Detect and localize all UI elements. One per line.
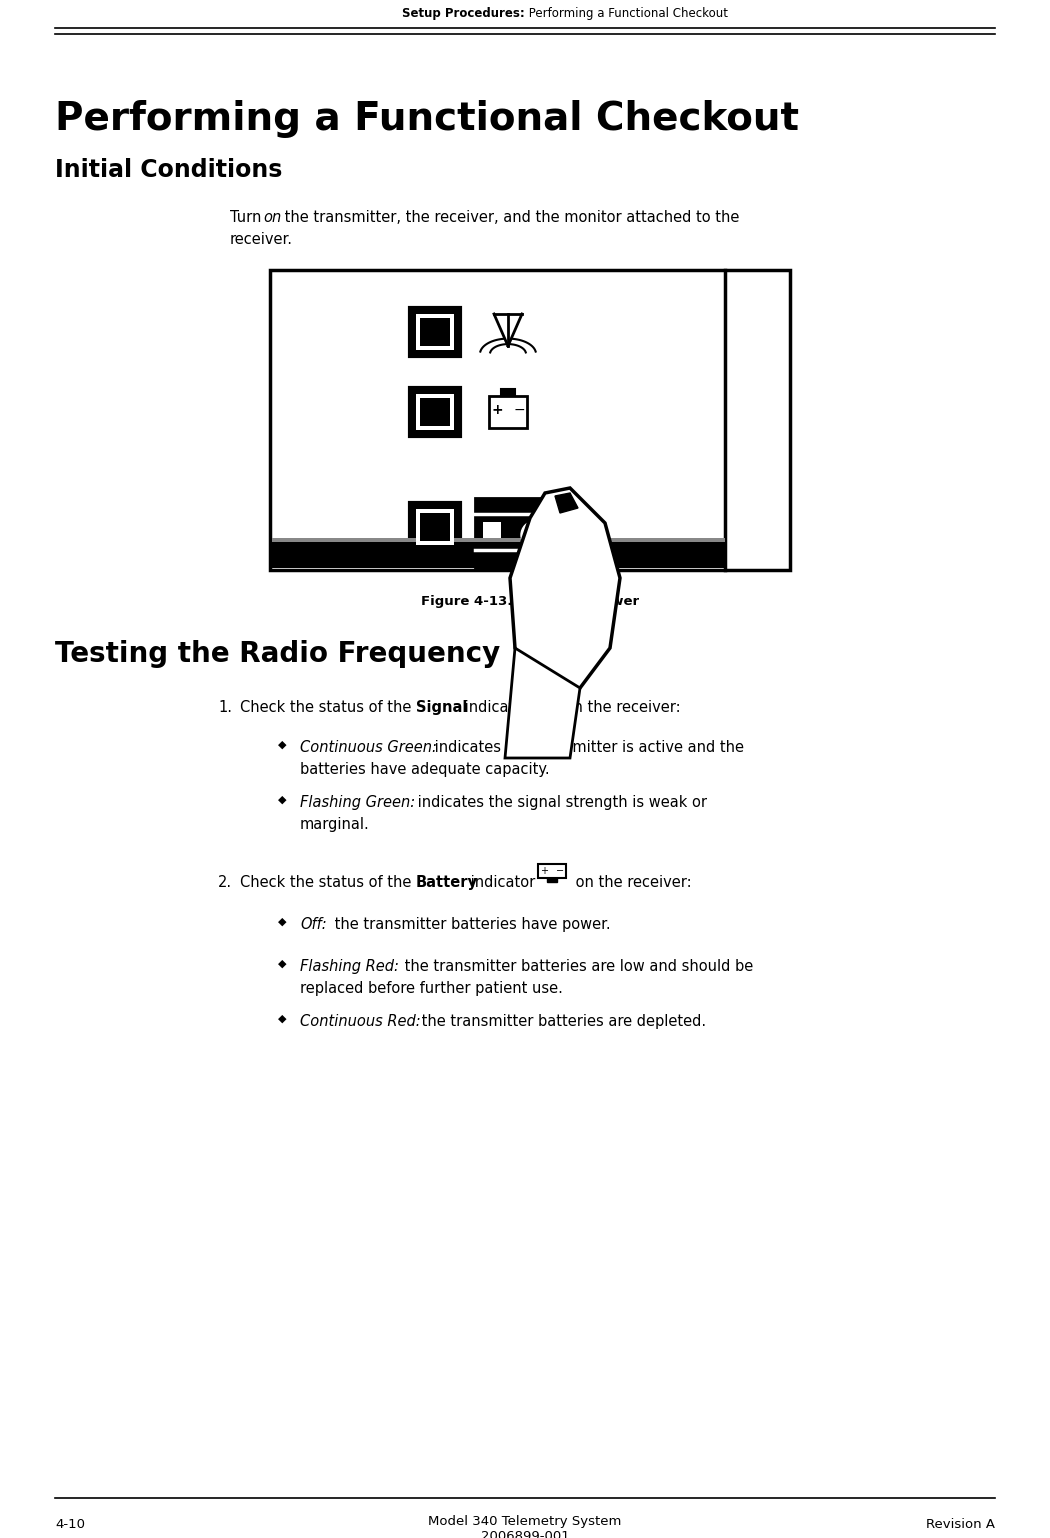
Bar	[416, 509, 454, 544]
Text: Flashing Red:: Flashing Red:	[300, 960, 399, 974]
Text: Off:: Off:	[300, 917, 327, 932]
Text: indicator: indicator	[466, 875, 536, 891]
Bar	[538, 864, 566, 878]
Text: Turn: Turn	[230, 211, 266, 225]
Bar	[416, 394, 454, 431]
Text: Continuous Red:: Continuous Red:	[300, 1014, 421, 1029]
Text: the transmitter batteries are depleted.: the transmitter batteries are depleted.	[417, 1014, 706, 1029]
Text: the transmitter batteries have power.: the transmitter batteries have power.	[330, 917, 611, 932]
Text: Revision A: Revision A	[926, 1518, 995, 1530]
Text: Check the status of the: Check the status of the	[240, 875, 416, 891]
Bar	[410, 308, 460, 355]
Text: −: −	[555, 866, 564, 877]
Text: Battery: Battery	[416, 875, 478, 891]
Text: the transmitter batteries are low and should be: the transmitter batteries are low and sh…	[400, 960, 753, 974]
Text: ◆: ◆	[278, 917, 287, 927]
Text: ◆: ◆	[278, 960, 287, 969]
Text: replaced before further patient use.: replaced before further patient use.	[300, 981, 563, 997]
Bar	[410, 503, 460, 551]
Text: marginal.: marginal.	[300, 817, 370, 832]
Text: batteries have adequate capacity.: batteries have adequate capacity.	[300, 761, 549, 777]
Bar	[420, 318, 450, 346]
Bar	[420, 398, 450, 426]
Circle shape	[521, 521, 549, 549]
Text: +: +	[540, 866, 548, 877]
Bar	[489, 395, 527, 428]
Bar	[501, 389, 514, 395]
Text: 4-10: 4-10	[55, 1518, 85, 1530]
Text: +: +	[491, 403, 503, 417]
Text: Performing a Functional Checkout: Performing a Functional Checkout	[55, 100, 799, 138]
Bar	[475, 498, 555, 568]
Text: on: on	[262, 211, 281, 225]
Polygon shape	[505, 647, 580, 758]
Text: 1.: 1.	[218, 700, 232, 715]
Bar	[420, 514, 450, 541]
Bar	[547, 878, 557, 881]
Bar	[410, 388, 460, 435]
Text: Check the status of the: Check the status of the	[240, 700, 416, 715]
Text: receiver.: receiver.	[230, 232, 293, 248]
Text: Continuous Green:: Continuous Green:	[300, 740, 437, 755]
Text: on the receiver:: on the receiver:	[571, 875, 692, 891]
Bar	[483, 521, 501, 538]
Text: Performing a Functional Checkout: Performing a Functional Checkout	[525, 8, 728, 20]
Text: the transmitter, the receiver, and the monitor attached to the: the transmitter, the receiver, and the m…	[280, 211, 739, 225]
Text: Signal: Signal	[416, 700, 467, 715]
Text: ◆: ◆	[278, 740, 287, 751]
Text: Initial Conditions: Initial Conditions	[55, 158, 282, 181]
Text: Model 340 Telemetry System: Model 340 Telemetry System	[428, 1515, 622, 1527]
Text: indicator: indicator	[460, 700, 529, 715]
Text: Testing the Radio Frequency: Testing the Radio Frequency	[55, 640, 500, 667]
Polygon shape	[555, 494, 578, 514]
Text: indicates the signal strength is weak or: indicates the signal strength is weak or	[413, 795, 707, 811]
Text: −: −	[513, 403, 525, 417]
Text: ◆: ◆	[278, 795, 287, 804]
Polygon shape	[510, 488, 620, 687]
Bar	[272, 538, 724, 541]
Bar	[272, 541, 724, 568]
Text: Flashing Green:: Flashing Green:	[300, 795, 415, 811]
Bar	[416, 314, 454, 351]
Text: 2006899-001: 2006899-001	[481, 1530, 569, 1538]
Text: Figure 4-13.  Applying Power: Figure 4-13. Applying Power	[421, 595, 639, 608]
Text: indicates the transmitter is active and the: indicates the transmitter is active and …	[430, 740, 744, 755]
Text: ◆: ◆	[278, 1014, 287, 1024]
Text: Setup Procedures:: Setup Procedures:	[402, 8, 525, 20]
Text: on the receiver:: on the receiver:	[560, 700, 680, 715]
Bar	[270, 271, 790, 571]
Text: 2.: 2.	[218, 875, 232, 891]
